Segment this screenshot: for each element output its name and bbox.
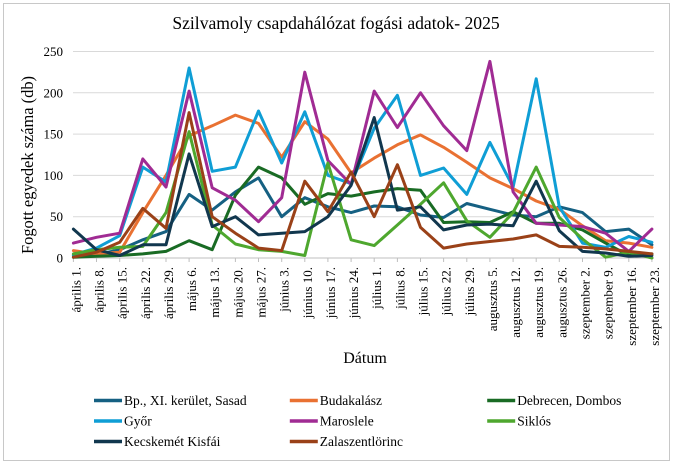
svg-text:200: 200 (44, 85, 64, 100)
svg-text:június 3.: június 3. (277, 267, 292, 313)
svg-text:Bp., XI. kerület, Sasad: Bp., XI. kerület, Sasad (124, 393, 247, 408)
svg-text:július 22.: július 22. (439, 267, 454, 316)
svg-text:május 27.: május 27. (254, 267, 269, 318)
svg-text:május 13.: május 13. (207, 267, 222, 318)
svg-text:Kecskemét Kisfái: Kecskemét Kisfái (124, 434, 221, 449)
svg-text:július 29.: július 29. (462, 267, 477, 316)
svg-text:április 29.: április 29. (161, 267, 176, 319)
svg-text:augusztus 19.: augusztus 19. (531, 267, 546, 338)
svg-text:0: 0 (57, 251, 64, 266)
svg-text:50: 50 (50, 209, 63, 224)
svg-text:április 15.: április 15. (115, 267, 130, 319)
svg-text:augusztus 5.: augusztus 5. (485, 267, 500, 331)
svg-text:április 8.: április 8. (92, 267, 107, 313)
svg-text:szeptember 9.: szeptember 9. (601, 267, 616, 339)
svg-text:június 24.: június 24. (346, 267, 361, 319)
svg-text:250: 250 (44, 44, 64, 59)
svg-text:Szilvamoly csapdahálózat fogás: Szilvamoly csapdahálózat fogási adatok- … (172, 13, 500, 33)
svg-text:Fogott egyedek száma (db): Fogott egyedek száma (db) (18, 76, 37, 254)
svg-text:Siklós: Siklós (517, 413, 551, 428)
svg-text:150: 150 (44, 127, 64, 142)
svg-text:Győr: Győr (124, 413, 152, 428)
svg-text:Zalaszentlörinc: Zalaszentlörinc (320, 434, 403, 449)
svg-text:június 17.: június 17. (323, 267, 338, 319)
svg-text:Budakalász: Budakalász (320, 393, 382, 408)
svg-text:100: 100 (44, 168, 64, 183)
svg-text:Debrecen, Dombos: Debrecen, Dombos (517, 393, 621, 408)
svg-text:szeptember 23.: szeptember 23. (647, 267, 662, 346)
svg-text:május 6.: május 6. (184, 267, 199, 311)
svg-text:június 10.: június 10. (300, 267, 315, 319)
svg-text:augusztus 26.: augusztus 26. (554, 267, 569, 338)
svg-text:július 15.: július 15. (416, 267, 431, 316)
svg-text:szeptember 2.: szeptember 2. (578, 267, 593, 339)
svg-text:április 1.: április 1. (68, 267, 83, 313)
svg-text:Dátum: Dátum (343, 350, 387, 367)
svg-text:július 8.: július 8. (392, 267, 407, 310)
svg-text:július 1.: július 1. (369, 267, 384, 310)
svg-text:augusztus 12.: augusztus 12. (508, 267, 523, 338)
svg-text:április 22.: április 22. (138, 267, 153, 319)
svg-text:Maroslele: Maroslele (320, 413, 374, 428)
svg-text:szeptember 16.: szeptember 16. (624, 267, 639, 346)
svg-text:május 20.: május 20. (230, 267, 245, 318)
